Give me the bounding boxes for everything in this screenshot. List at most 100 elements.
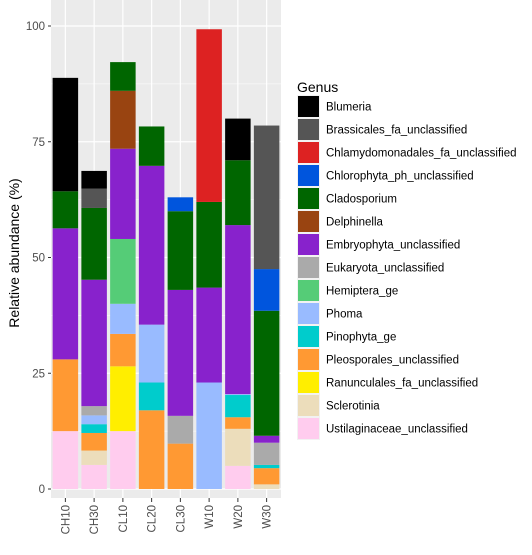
bar-segment: [253, 484, 280, 489]
y-axis: 0 25 50 75 100: [26, 21, 51, 496]
bar-segment: [225, 417, 251, 429]
legend-item: Phoma: [297, 302, 363, 325]
bar-segment: [253, 468, 280, 485]
y-tick-label: 100: [26, 21, 45, 33]
legend-item: Pinophyta_ge: [297, 325, 396, 348]
bar-segment: [52, 431, 79, 489]
legend-label: Hemiptera_ge: [326, 286, 398, 298]
bar-segment: [110, 62, 136, 91]
bar-segment: [110, 303, 136, 334]
legend-item: Chlorophyta_ph_unclassified: [297, 164, 474, 187]
legend-swatch: [298, 349, 319, 370]
y-tick-label: 75: [32, 137, 45, 149]
bar-segment: [110, 238, 136, 304]
legend-swatch: [298, 303, 319, 324]
bar-stack-W10: [196, 29, 222, 489]
legend-swatch: [298, 418, 319, 439]
y-axis-label: Relative abundance (%): [6, 178, 22, 327]
legend-label: Eukaryota_unclassified: [326, 263, 444, 275]
legend-item: Chlamydomonadales_fa_unclassified: [297, 141, 517, 164]
legend-swatch: [298, 372, 319, 393]
legend-label: Chlamydomonadales_fa_unclassified: [326, 148, 517, 160]
bar-segment: [81, 279, 107, 407]
legend-label: Delphinella: [326, 217, 384, 229]
bar-segment: [81, 207, 107, 280]
bar-segment: [196, 29, 222, 202]
legend-label: Pinophyta_ge: [326, 332, 396, 344]
bar-segment: [167, 211, 194, 290]
legend-item: Hemiptera_ge: [297, 279, 398, 302]
bar-stack-W30: [253, 125, 280, 489]
legend-label: Ranunculales_fa_unclassified: [326, 378, 478, 390]
legend-swatch: [298, 211, 319, 232]
x-tick-label: CL20: [147, 505, 159, 533]
bar-segment: [81, 406, 107, 416]
legend-item: Blumeria: [297, 95, 372, 118]
bar-segment: [110, 431, 136, 489]
legend-label: Embryophyta_unclassified: [326, 240, 460, 252]
legend-swatch: [298, 119, 319, 140]
bar-segment: [52, 359, 79, 432]
bar-segment: [81, 170, 107, 189]
x-tick-label: CH10: [60, 505, 72, 534]
bar-segment: [225, 118, 251, 161]
bar-segment: [138, 410, 165, 489]
bar-segment: [138, 165, 165, 325]
x-tick-label: W30: [262, 505, 274, 529]
bar-segment: [167, 415, 194, 444]
bar-segment: [138, 324, 165, 383]
legend-swatch: [298, 142, 319, 163]
bar-segment: [110, 148, 136, 239]
bar-segment: [253, 125, 280, 270]
legend-swatch: [298, 165, 319, 186]
x-tick-label: CL10: [118, 505, 130, 533]
bar-segment: [81, 415, 107, 425]
bar-segment: [52, 228, 79, 360]
bar-segment: [196, 201, 222, 288]
legend-label: Chlorophyta_ph_unclassified: [326, 171, 474, 183]
bar-segment: [81, 450, 107, 465]
bar-segment: [253, 310, 280, 436]
bar-stack-CH10: [52, 77, 79, 489]
bar-segment: [110, 366, 136, 432]
legend-swatch: [298, 395, 319, 416]
bar-segment: [225, 225, 251, 395]
y-tick-label: 50: [32, 253, 45, 265]
legend-item: Delphinella: [297, 210, 384, 233]
bar-segment: [167, 197, 194, 212]
bar-segment: [253, 442, 280, 465]
bar-segment: [225, 428, 251, 466]
bars: [52, 29, 280, 489]
legend-swatch: [298, 188, 319, 209]
x-tick-label: W10: [204, 505, 216, 529]
legend-swatch: [298, 326, 319, 347]
bar-segment: [110, 333, 136, 367]
legend-label: Cladosporium: [326, 194, 397, 206]
x-axis: CH10 CH30 CL10 CL20 CL30 W10 W20 W30: [60, 498, 274, 534]
legend: Genus Blumeria Brassicales_fa_unclassifie…: [297, 79, 517, 440]
bar-segment: [196, 287, 222, 383]
bar-segment: [196, 382, 222, 489]
bar-segment: [225, 465, 251, 489]
bar-segment: [81, 188, 107, 208]
legend-label: Phoma: [326, 309, 363, 321]
bar-segment: [81, 424, 107, 433]
bar-segment: [81, 464, 107, 489]
bar-segment: [138, 382, 165, 411]
bar-segment: [167, 289, 194, 416]
bar-stack-CH30: [81, 170, 107, 489]
bar-stack-CL10: [110, 62, 136, 489]
legend-swatch: [298, 234, 319, 255]
x-tick-label: CL30: [175, 505, 187, 533]
bar-segment: [225, 160, 251, 226]
bar-segment: [225, 395, 251, 418]
legend-item: Embryophyta_unclassified: [297, 233, 460, 256]
bar-segment: [167, 443, 194, 489]
legend-swatch: [298, 280, 319, 301]
x-tick-label: W20: [233, 505, 245, 529]
bar-segment: [52, 191, 79, 229]
legend-item: Cladosporium: [297, 187, 397, 210]
bar-stack-CL20: [138, 126, 165, 489]
